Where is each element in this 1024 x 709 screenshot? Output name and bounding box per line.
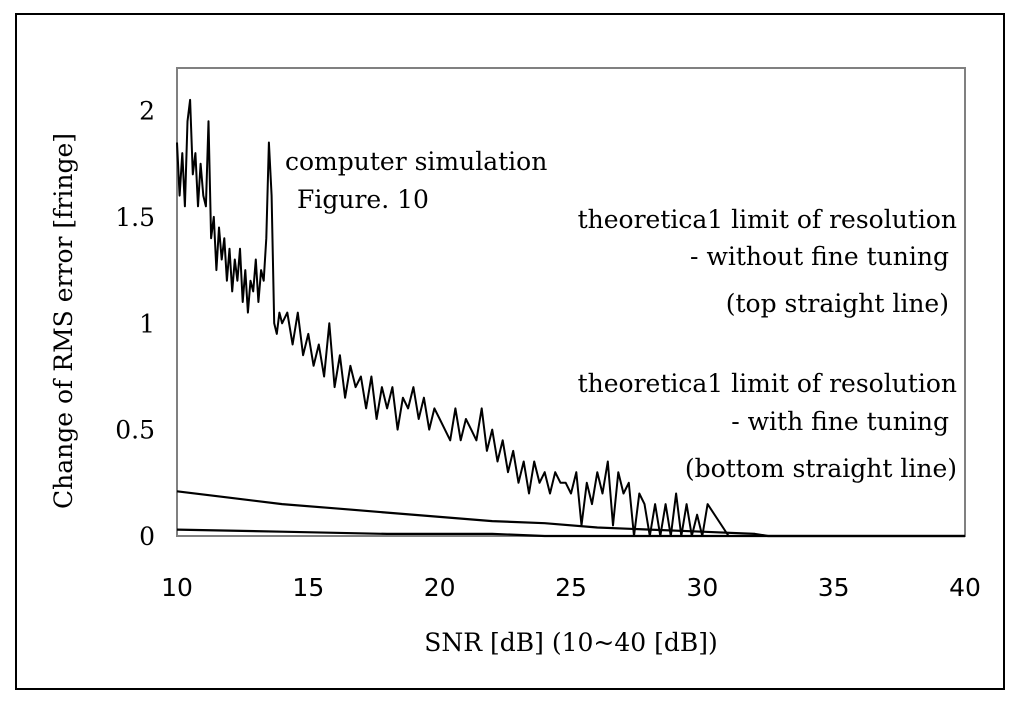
- rms-error-chart: 10 15 20 25 30 35 40 0 0.5 1 1.5 2 SNR [dB] (10~40…: [49, 67, 981, 657]
- series-line-simulation: [176, 98, 965, 537]
- annotation-computer-simulation: computer simulation: [285, 147, 547, 176]
- annotation-top-line-note: (top straight line): [726, 289, 949, 318]
- annotation-bottom-line-note: (bottom straight line): [685, 454, 957, 483]
- x-axis-label: SNR [dB] (10~40 [dB]): [424, 628, 718, 657]
- x-tick-label: 15: [292, 573, 324, 602]
- annotation-top-line-title: theoretica1 limit of resolution: [578, 205, 957, 234]
- annotation-bottom-line-subtitle: - with fine tuning: [731, 407, 949, 436]
- x-tick-label: 30: [686, 573, 718, 602]
- x-tick-label: 10: [161, 573, 193, 602]
- annotation-figure-ref: Figure. 10: [297, 185, 429, 214]
- series-layer: [176, 98, 965, 538]
- y-tick-label: 0: [139, 522, 155, 551]
- x-tick-label: 35: [818, 573, 850, 602]
- y-axis-ticks: 0 0.5 1 1.5 2: [115, 97, 155, 551]
- y-tick-label: 1: [139, 309, 155, 338]
- y-tick-label: 0.5: [115, 416, 155, 445]
- annotation-bottom-line-title: theoretica1 limit of resolution: [578, 369, 957, 398]
- y-axis-label: Change of RMS error [fringe]: [49, 133, 78, 509]
- x-axis-ticks: 10 15 20 25 30 35 40: [161, 573, 981, 602]
- x-tick-label: 20: [424, 573, 456, 602]
- y-tick-label: 2: [139, 97, 155, 126]
- series-line-with-fine-tuning: [176, 528, 965, 538]
- x-tick-label: 40: [949, 573, 981, 602]
- x-tick-label: 25: [555, 573, 587, 602]
- annotation-top-line-subtitle: - without fine tuning: [690, 242, 949, 271]
- y-tick-label: 1.5: [115, 203, 155, 232]
- figure-frame: 10 15 20 25 30 35 40 0 0.5 1 1.5 2 SNR [dB] (10~40…: [15, 13, 1005, 690]
- plot-area: [176, 67, 966, 537]
